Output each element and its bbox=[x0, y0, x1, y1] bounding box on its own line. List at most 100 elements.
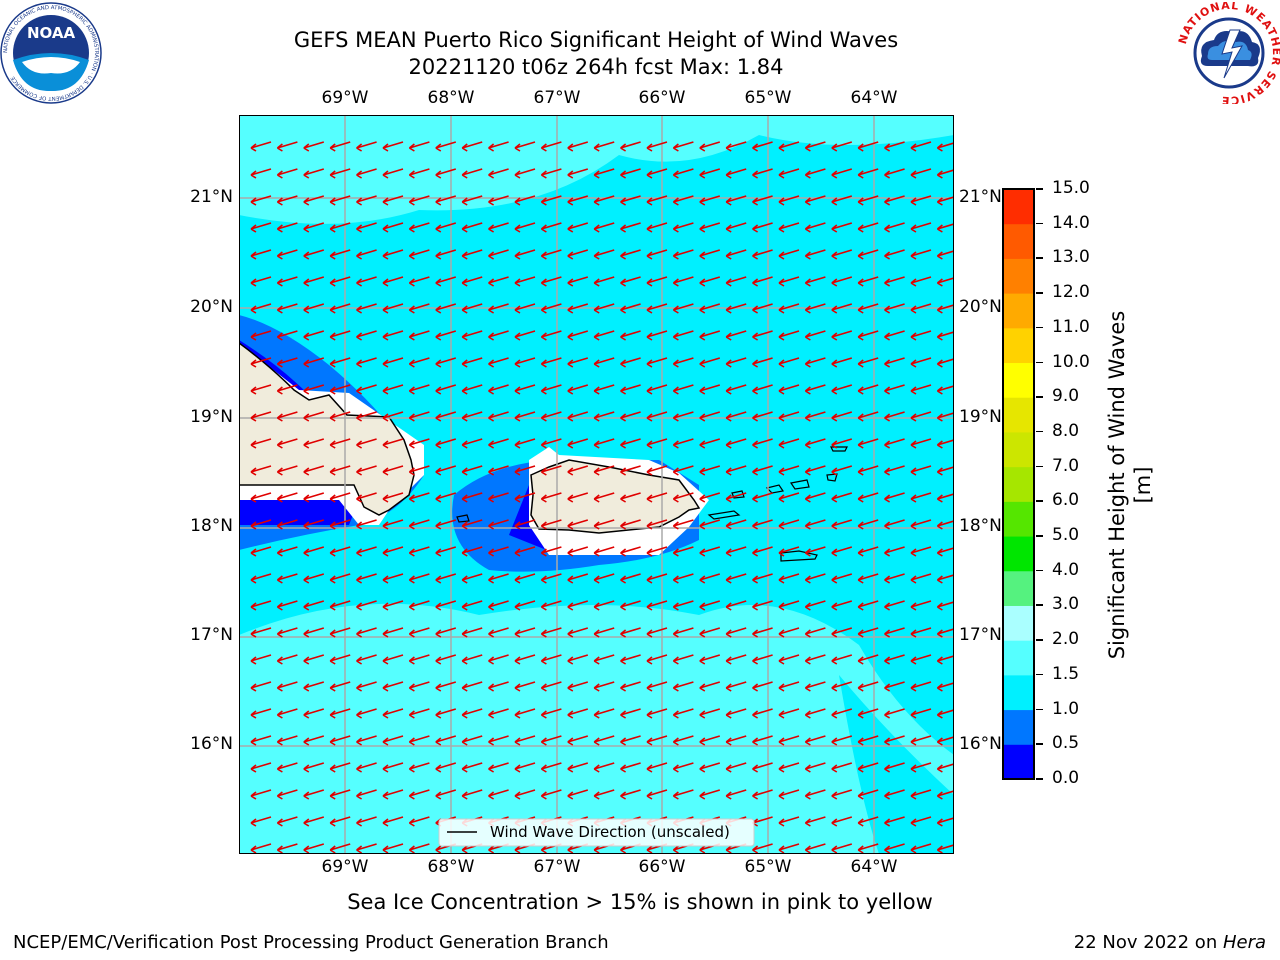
wave-direction-arrow bbox=[936, 250, 954, 260]
colorbar-swatch bbox=[1003, 258, 1034, 294]
wave-direction-arrow bbox=[382, 465, 404, 476]
wave-direction-arrow bbox=[356, 708, 377, 719]
wave-direction-arrow bbox=[857, 654, 879, 665]
wave-direction-arrow bbox=[488, 357, 509, 368]
wave-direction-arrow bbox=[936, 601, 954, 611]
wave-direction-arrow bbox=[408, 735, 430, 746]
wave-direction-arrow bbox=[778, 573, 800, 584]
wave-direction-arrow bbox=[778, 708, 800, 719]
wave-direction-arrow bbox=[778, 249, 800, 260]
wave-direction-arrow bbox=[936, 682, 954, 692]
wave-direction-arrow bbox=[672, 330, 694, 341]
wave-direction-arrow bbox=[250, 411, 272, 422]
wave-direction-arrow bbox=[540, 168, 562, 179]
wave-direction-arrow bbox=[752, 519, 773, 530]
wave-direction-arrow bbox=[540, 573, 562, 584]
wave-direction-arrow bbox=[382, 411, 404, 422]
wave-direction-arrow bbox=[435, 330, 457, 341]
wave-direction-arrow bbox=[329, 438, 351, 449]
wave-direction-arrow bbox=[752, 384, 773, 395]
wave-direction-arrow bbox=[936, 763, 954, 773]
colorbar-tick-label: 9.0 bbox=[1052, 386, 1080, 407]
lat-label-left-18n: 18°N bbox=[190, 516, 233, 536]
wave-direction-arrow bbox=[646, 600, 668, 611]
wave-direction-arrow bbox=[250, 681, 272, 692]
colorbar-tick-label: 4.0 bbox=[1052, 559, 1080, 580]
lat-label-right-19n: 19°N bbox=[959, 407, 1002, 427]
wave-direction-arrow bbox=[356, 276, 377, 287]
wave-direction-arrow bbox=[699, 384, 721, 395]
wave-direction-arrow bbox=[488, 627, 509, 638]
wave-direction-arrow bbox=[382, 708, 404, 719]
wave-direction-arrow bbox=[699, 141, 721, 152]
wave-direction-arrow bbox=[831, 492, 853, 503]
wave-direction-arrow bbox=[303, 384, 325, 395]
wave-direction-arrow bbox=[567, 600, 589, 611]
wave-direction-arrow bbox=[672, 573, 694, 584]
wave-direction-arrow bbox=[382, 141, 404, 152]
wave-direction-arrow bbox=[884, 654, 905, 665]
wave-direction-arrow bbox=[382, 222, 404, 233]
colorbar-tick-mark bbox=[1036, 396, 1043, 398]
wave-direction-arrow bbox=[382, 357, 404, 368]
wave-direction-arrow bbox=[276, 438, 298, 449]
wave-direction-arrow bbox=[514, 573, 536, 584]
wave-direction-arrow bbox=[831, 573, 853, 584]
wave-direction-arrow bbox=[831, 627, 853, 638]
wave-direction-arrow bbox=[461, 384, 483, 395]
wave-direction-arrow bbox=[540, 546, 562, 557]
wave-direction-arrow bbox=[804, 384, 826, 395]
colorbar-tick-mark bbox=[1036, 430, 1043, 433]
wave-direction-arrow bbox=[593, 168, 615, 179]
wave-direction-arrow bbox=[540, 357, 562, 368]
colorbar-swatch bbox=[1003, 189, 1034, 225]
wave-direction-arrow bbox=[884, 600, 905, 611]
wave-direction-arrow bbox=[461, 708, 483, 719]
wave-direction-arrow bbox=[884, 276, 905, 287]
wave-direction-arrow bbox=[276, 627, 298, 638]
colorbar-swatch bbox=[1003, 293, 1034, 329]
wave-direction-arrow bbox=[408, 303, 430, 314]
wave-direction-arrow bbox=[910, 600, 932, 611]
wave-direction-arrow bbox=[514, 600, 536, 611]
wave-direction-arrow bbox=[804, 222, 826, 233]
wave-direction-arrow bbox=[620, 654, 641, 665]
wave-direction-arrow bbox=[567, 411, 589, 422]
wave-direction-arrow bbox=[857, 492, 879, 503]
wave-direction-arrow bbox=[620, 681, 641, 692]
wave-direction-arrow bbox=[593, 276, 615, 287]
wave-direction-arrow bbox=[461, 411, 483, 422]
wave-direction-arrow bbox=[303, 573, 325, 584]
wave-direction-arrow bbox=[884, 465, 905, 476]
wave-direction-arrow bbox=[725, 384, 747, 395]
wave-direction-arrow bbox=[276, 681, 298, 692]
wave-direction-arrow bbox=[752, 762, 773, 773]
wave-direction-arrow bbox=[514, 357, 536, 368]
wave-direction-arrow bbox=[303, 276, 325, 287]
wave-direction-arrow bbox=[804, 276, 826, 287]
virgin-gorda-island bbox=[826, 473, 838, 482]
wave-direction-arrow bbox=[752, 357, 773, 368]
wave-direction-arrow bbox=[329, 195, 351, 206]
wave-direction-arrow bbox=[857, 330, 879, 341]
wave-direction-arrow bbox=[356, 654, 377, 665]
wave-direction-arrow bbox=[408, 222, 430, 233]
wave-direction-arrow bbox=[646, 438, 668, 449]
wave-direction-arrow bbox=[488, 492, 509, 503]
wave-direction-arrow bbox=[408, 438, 430, 449]
wave-direction-arrow bbox=[857, 519, 879, 530]
colorbar-tick-mark bbox=[1036, 292, 1043, 294]
wave-direction-arrow bbox=[250, 492, 272, 503]
wave-direction-arrow bbox=[620, 411, 641, 422]
wave-direction-arrow bbox=[646, 573, 668, 584]
wave-direction-arrow bbox=[857, 627, 879, 638]
wave-direction-arrow bbox=[936, 142, 954, 152]
wave-direction-arrow bbox=[725, 735, 747, 746]
wave-direction-arrow bbox=[250, 708, 272, 719]
wave-direction-arrow bbox=[567, 708, 589, 719]
lat-label-right-16n: 16°N bbox=[959, 734, 1002, 754]
lat-label-right-17n: 17°N bbox=[959, 625, 1002, 645]
wave-direction-arrow bbox=[329, 492, 351, 503]
puerto-rico-land bbox=[530, 459, 701, 534]
wave-direction-arrow bbox=[329, 762, 351, 773]
